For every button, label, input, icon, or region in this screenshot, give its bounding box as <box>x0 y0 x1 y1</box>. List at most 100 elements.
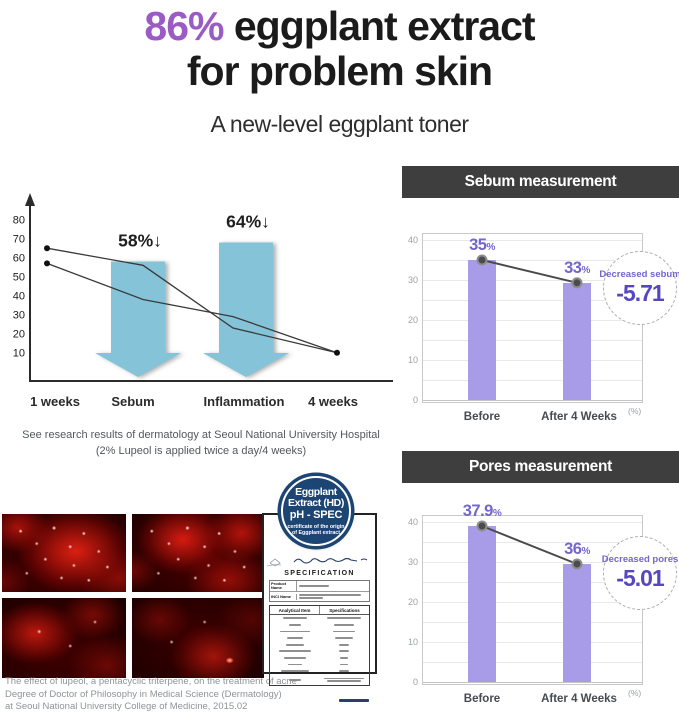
y-tick-label: 40 <box>407 235 418 245</box>
microscopy-image <box>2 598 126 678</box>
gridline <box>423 622 642 623</box>
sebum-bar-before <box>468 260 496 400</box>
gridline <box>423 320 642 321</box>
page-title: 86% eggplant extract for problem skin <box>0 3 679 95</box>
gridline <box>423 662 642 663</box>
pores-callout-caption: Decreased pores <box>601 554 679 565</box>
y-tick-label: 10 <box>407 355 418 365</box>
document-info-table: Product Name INCI Name <box>269 580 370 602</box>
document-signature-area <box>264 553 375 568</box>
data-point <box>334 349 340 356</box>
info-value <box>297 584 369 588</box>
spec-header-item: Analytical Item <box>270 606 320 614</box>
x-axis-label: 1 weeks <box>30 394 80 409</box>
spec-row <box>270 655 369 662</box>
gridline <box>423 360 642 361</box>
sebum-bar-chart: Before After 4 Weeks (%) Decreased sebum… <box>400 225 679 430</box>
spec-row <box>270 648 369 655</box>
line-chart-caption: See research results of dermatology at S… <box>0 427 402 459</box>
badge-line2: Extract (HD) <box>288 496 344 509</box>
pores-bar-before <box>468 526 496 682</box>
spec-row <box>270 615 369 622</box>
document-info-row: INCI Name <box>270 592 369 601</box>
y-tick-label: 30 <box>407 275 418 285</box>
microscopy-image-grid <box>2 514 264 678</box>
info-label: Product Name <box>270 581 297 591</box>
gridline <box>423 300 642 301</box>
y-tick-label: 70 <box>13 234 25 246</box>
spec-row <box>270 661 369 668</box>
caption-line2: (2% Lupeol is applied twice a day/4 week… <box>95 445 307 457</box>
y-tick-label: 20 <box>407 597 418 607</box>
decrease-percent-label: 58%↓ <box>118 231 162 251</box>
y-tick-label: 0 <box>412 677 418 687</box>
y-tick-label: 30 <box>407 557 418 567</box>
data-point <box>44 260 50 267</box>
microscopy-image <box>2 514 126 592</box>
microscopy-image <box>132 514 264 592</box>
spec-row <box>270 668 369 675</box>
badge-line3: pH - SPEC <box>289 508 343 521</box>
gridline <box>423 602 642 603</box>
info-value <box>297 593 369 600</box>
gridline <box>423 240 642 241</box>
reference-line3: at Seoul National University College of … <box>5 701 248 713</box>
pores-bar-after <box>563 564 591 682</box>
zero-axis-line <box>423 682 642 683</box>
badge-small1: certificate of the origin <box>287 523 345 530</box>
y-tick-label: 10 <box>407 637 418 647</box>
gridline <box>423 522 642 523</box>
sebum-callout-caption: Decreased sebum <box>599 269 679 280</box>
certificate-badge: Eggplant Extract (HD) pH - SPEC certific… <box>281 476 351 546</box>
spec-row <box>270 628 369 635</box>
pores-callout-circle: Decreased pores -5.01 <box>601 536 679 610</box>
title-line1-rest: eggplant extract <box>223 3 536 49</box>
x-axis-label: Sebum <box>111 394 154 409</box>
pores-category-before: Before <box>463 693 501 705</box>
gridline <box>423 340 642 341</box>
reference-line1: The effect of lupeol, a pentacyclic trit… <box>5 676 297 687</box>
sebum-value-label: 35% <box>469 236 495 254</box>
caption-line1: See research results of dermatology at S… <box>22 429 380 441</box>
document-footer-mark <box>270 689 369 707</box>
y-tick-label: 20 <box>407 315 418 325</box>
decrease-percent-label: 64%↓ <box>226 212 270 232</box>
gridline <box>423 582 642 583</box>
y-tick-label: 20 <box>13 329 25 341</box>
y-tick-label: 40 <box>13 291 25 303</box>
pores-measurement-header: Pores measurement <box>402 451 679 483</box>
sebum-category-before: Before <box>463 411 501 423</box>
title-highlight: 86% <box>144 3 224 49</box>
y-tick-label: 0 <box>412 395 418 405</box>
document-info-row: Product Name <box>270 581 369 592</box>
pores-value-label: 37.9% <box>462 502 502 520</box>
sebum-bar-after <box>563 282 591 400</box>
document-spec-table: Analytical Item Specifications <box>269 605 370 687</box>
signature-scribble <box>266 557 368 567</box>
sebum-callout-circle: Decreased sebum -5.71 <box>599 251 679 325</box>
sebum-callout-value: -5.71 <box>616 280 664 306</box>
pores-category-after: After 4 Weeks <box>541 693 617 705</box>
decrease-arrow <box>203 242 289 377</box>
y-tick-label: 10 <box>13 348 25 360</box>
spec-row <box>270 635 369 642</box>
lupeol-line-chart: 58%↓ 64%↓ 10 20 30 40 50 60 70 80 1 weeks Sebum Infl… <box>13 193 393 409</box>
spec-header-spec: Specifications <box>329 607 360 613</box>
document-title: SPECIFICATION <box>284 570 355 577</box>
title-line2: for problem skin <box>186 48 493 95</box>
title-line1: 86% eggplant extract <box>0 3 679 49</box>
pores-callout-value: -5.01 <box>616 565 664 591</box>
zero-axis-line <box>423 400 642 401</box>
y-tick-label: 60 <box>13 253 25 265</box>
gridline <box>423 380 642 381</box>
y-axis-arrowhead <box>25 193 35 206</box>
x-axis-label: Inflammation <box>204 394 285 409</box>
sebum-category-after: After 4 Weeks <box>541 411 617 423</box>
decrease-arrow <box>95 261 181 377</box>
x-axis-label: 4 weeks <box>308 394 358 409</box>
data-point <box>44 245 50 252</box>
spec-row <box>270 641 369 648</box>
badge-line1: Eggplant <box>295 485 337 498</box>
spec-row <box>270 674 369 685</box>
